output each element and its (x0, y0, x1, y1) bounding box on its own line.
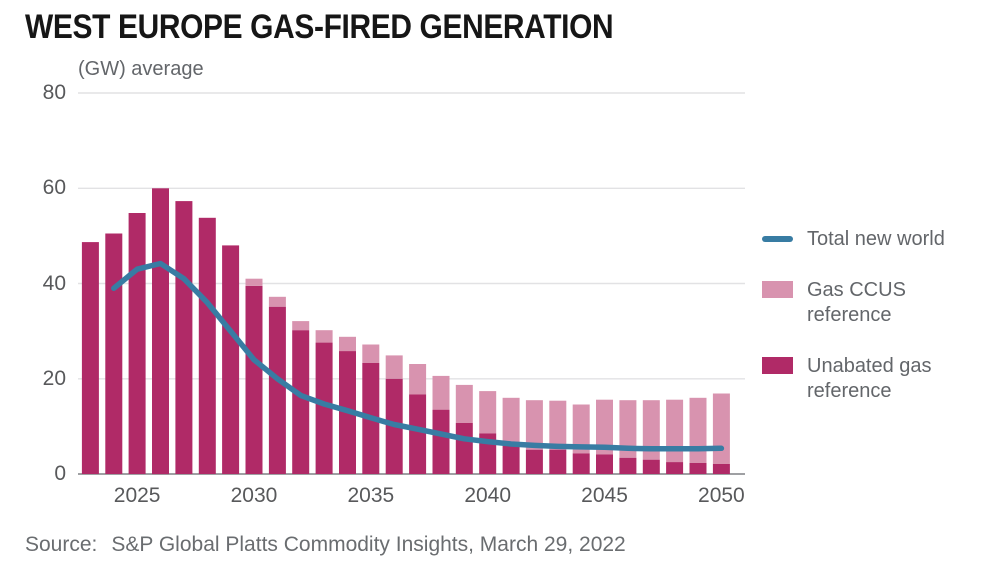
bar-ccus-2050 (712, 393, 730, 464)
bar-unabated-2041 (502, 445, 520, 474)
source-text: S&P Global Platts Commodity Insights, Ma… (111, 533, 626, 556)
bar-ccus-2040 (479, 391, 497, 434)
bar-unabated-2047 (642, 459, 660, 474)
bar-unabated-2023 (81, 242, 99, 474)
bar-unabated-2031 (268, 306, 286, 474)
legend-item-total-new-world: Total new world (762, 227, 957, 252)
bar-ccus-2037 (409, 364, 427, 395)
legend-item-gas-ccus: Gas CCUS reference (762, 278, 957, 328)
bar-unabated-2043 (549, 449, 567, 474)
bar-unabated-2044 (572, 453, 590, 474)
y-tick-60: 60 (42, 176, 66, 200)
bar-ccus-2034 (339, 336, 356, 352)
y-tick-20: 20 (42, 366, 66, 390)
bar-ccus-2036 (385, 355, 403, 379)
x-tick-2040: 2040 (464, 484, 512, 507)
bar-ccus-2039 (455, 384, 473, 423)
bar-unabated-2025 (128, 213, 146, 474)
bar-ccus-2030 (245, 278, 263, 286)
x-tick-2050: 2050 (698, 484, 745, 507)
bar-ccus-2044 (572, 404, 590, 454)
y-axis-unit-label: (GW) average (78, 58, 204, 80)
bar-unabated-2046 (619, 457, 637, 474)
y-tick-40: 40 (42, 271, 66, 295)
y-tick-0: 0 (54, 462, 66, 485)
bar-ccus-2038 (432, 375, 450, 410)
bar-ccus-2049 (689, 397, 707, 463)
ccus-swatch-icon (762, 281, 793, 298)
bar-ccus-2032 (292, 321, 310, 331)
bar-unabated-2028 (198, 217, 216, 475)
x-tick-2045: 2045 (581, 484, 628, 507)
bar-unabated-2048 (666, 462, 684, 474)
bar-unabated-2039 (455, 423, 473, 474)
bar-ccus-2043 (549, 400, 567, 450)
legend-label: Unabated gas reference (807, 355, 932, 402)
page-title: WEST EUROPE GAS-FIRED GENERATION (25, 8, 614, 46)
bar-ccus-2031 (268, 296, 286, 307)
bar-unabated-2032 (292, 330, 310, 474)
bar-unabated-2037 (409, 394, 427, 474)
bar-ccus-2042 (525, 400, 543, 450)
bar-unabated-2045 (596, 454, 613, 474)
total-new-world-line (111, 260, 725, 452)
x-tick-2030: 2030 (230, 484, 278, 507)
bar-unabated-2042 (525, 449, 543, 474)
bar-unabated-2050 (712, 464, 730, 474)
legend-label: Gas CCUS reference (807, 279, 906, 326)
legend-label: Total new world (807, 228, 945, 250)
y-tick-80: 80 (42, 81, 66, 104)
bar-ccus-2035 (362, 344, 380, 364)
bar-ccus-2045 (596, 399, 613, 455)
bar-unabated-2029 (222, 245, 240, 474)
bar-unabated-2027 (175, 201, 193, 474)
bar-unabated-2030 (245, 285, 263, 474)
unabated-swatch-icon (762, 357, 793, 374)
bar-ccus-2047 (642, 400, 660, 460)
bar-ccus-2048 (666, 399, 684, 463)
bar-unabated-2026 (152, 188, 169, 475)
bar-unabated-2038 (432, 409, 450, 474)
source-label: Source: (25, 533, 98, 556)
bar-unabated-2049 (689, 463, 707, 474)
x-tick-2035: 2035 (347, 484, 395, 507)
legend-item-unabated-gas: Unabated gas reference (762, 354, 957, 404)
bar-unabated-2024 (105, 233, 123, 474)
bar-ccus-2033 (315, 330, 333, 343)
bar-ccus-2046 (619, 400, 637, 458)
line-swatch-icon (762, 236, 793, 242)
source-line: Source: S&P Global Platts Commodity Insig… (25, 533, 626, 557)
x-tick-2025: 2025 (113, 484, 161, 507)
bar-ccus-2041 (502, 397, 520, 446)
bar-unabated-2033 (315, 342, 333, 474)
chart-legend: Total new world Gas CCUS reference Unaba… (762, 227, 957, 404)
